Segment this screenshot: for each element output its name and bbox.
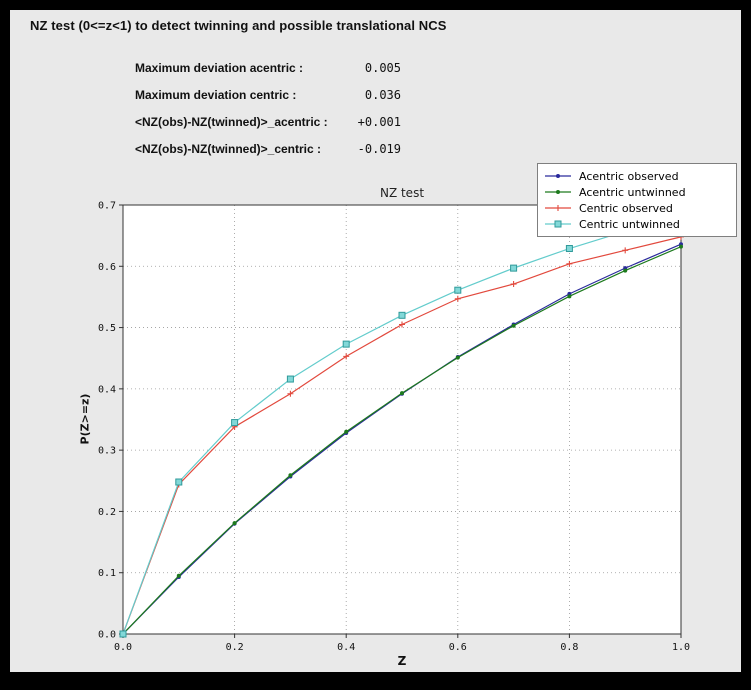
data-point-marker [119, 630, 127, 638]
data-point-marker [288, 473, 293, 478]
y-tick-label: 0.4 [98, 384, 116, 395]
data-point-marker [286, 375, 294, 383]
y-tick-label: 0.3 [98, 446, 116, 457]
legend-line-sample [545, 220, 571, 228]
y-tick-label: 0.2 [98, 507, 116, 518]
legend-item-acentric-untwinned: Acentric untwinned [544, 184, 730, 200]
chart-legend: Acentric observed Acentric untwinned Cen… [537, 163, 737, 237]
stat-value: 0.036 [364, 87, 401, 102]
data-point-marker [231, 419, 239, 427]
data-point-marker [344, 429, 349, 434]
y-axis-label: P(Z>=z) [78, 393, 92, 445]
data-point-marker [510, 264, 518, 272]
y-tick-label: 0.5 [98, 323, 116, 334]
stat-value: -0.019 [357, 141, 401, 156]
chart-title: NZ test [379, 186, 425, 200]
data-point-marker [342, 340, 350, 348]
stat-value: +0.001 [357, 114, 401, 129]
data-point-marker [175, 478, 183, 486]
x-tick-label: 0.2 [226, 642, 244, 653]
data-point-marker [398, 311, 406, 319]
stat-row-nz-diff-acentric: <NZ(obs)-NZ(twinned)>_acentric : +0.001 [135, 108, 401, 135]
x-tick-label: 0.8 [560, 642, 578, 653]
stat-label: <NZ(obs)-NZ(twinned)>_centric : [135, 141, 322, 156]
stats-block: Maximum deviation acentric : 0.005 Maxim… [135, 54, 401, 162]
x-tick-label: 0.6 [449, 642, 467, 653]
legend-label: Acentric observed [579, 169, 679, 183]
stat-value: 0.005 [364, 60, 401, 75]
x-tick-label: 0.0 [114, 642, 132, 653]
y-tick-label: 0.1 [98, 568, 116, 579]
stat-label: <NZ(obs)-NZ(twinned)>_acentric : [135, 114, 328, 129]
y-tick-label: 0.0 [98, 630, 116, 641]
data-point-marker [510, 281, 517, 288]
data-point-marker [287, 390, 294, 397]
stat-label: Maximum deviation acentric : [135, 60, 304, 75]
page-title: NZ test (0<=z<1) to detect twinning and … [30, 18, 447, 33]
stat-row-max-dev-centric: Maximum deviation centric : 0.036 [135, 81, 401, 108]
legend-item-centric-observed: Centric observed [544, 200, 730, 216]
x-tick-label: 1.0 [672, 642, 690, 653]
data-point-marker [555, 205, 561, 211]
data-point-marker [623, 268, 628, 273]
data-point-marker [511, 323, 516, 328]
legend-line-sample [545, 205, 571, 211]
series-3 [119, 211, 685, 638]
data-point-marker [399, 321, 405, 328]
legend-line-sample [545, 190, 571, 194]
legend-item-acentric-observed: Acentric observed [544, 168, 730, 184]
legend-label: Acentric untwinned [579, 185, 686, 199]
y-tick-label: 0.7 [98, 201, 116, 212]
data-point-marker [343, 353, 350, 360]
data-point-marker [679, 244, 683, 249]
data-point-marker [455, 355, 460, 360]
data-point-marker [566, 260, 573, 267]
data-point-marker [622, 247, 629, 254]
data-point-marker [554, 220, 562, 228]
data-point-marker [454, 295, 461, 302]
data-point-marker [565, 245, 573, 253]
plot-area [123, 205, 681, 634]
plot-frame [122, 204, 682, 635]
legend-label: Centric observed [579, 201, 673, 215]
y-tick-label: 0.6 [98, 262, 116, 273]
legend-item-centric-untwinned: Centric untwinned [544, 216, 730, 232]
data-point-marker [454, 286, 462, 294]
legend-line-sample [545, 174, 571, 178]
x-axis-label: Z [397, 654, 407, 668]
stat-label: Maximum deviation centric : [135, 87, 297, 102]
data-point-marker [556, 174, 560, 178]
data-point-marker [232, 521, 237, 526]
stat-row-nz-diff-centric: <NZ(obs)-NZ(twinned)>_centric : -0.019 [135, 135, 401, 162]
chart-svg: 0.0 0.2 0.4 0.6 0.8 1.0 0.0 0.1 0.2 0.3 0.4 0.5 0.6 0… [98, 201, 690, 654]
data-point-marker [556, 190, 560, 194]
plot-panel: NZ test (0<=z<1) to detect twinning and … [10, 10, 741, 672]
x-tick-label: 0.4 [337, 642, 355, 653]
stat-row-max-dev-acentric: Maximum deviation acentric : 0.005 [135, 54, 401, 81]
data-point-marker [400, 391, 404, 396]
data-point-marker [567, 294, 572, 299]
data-point-marker [176, 573, 181, 578]
legend-label: Centric untwinned [579, 217, 680, 231]
